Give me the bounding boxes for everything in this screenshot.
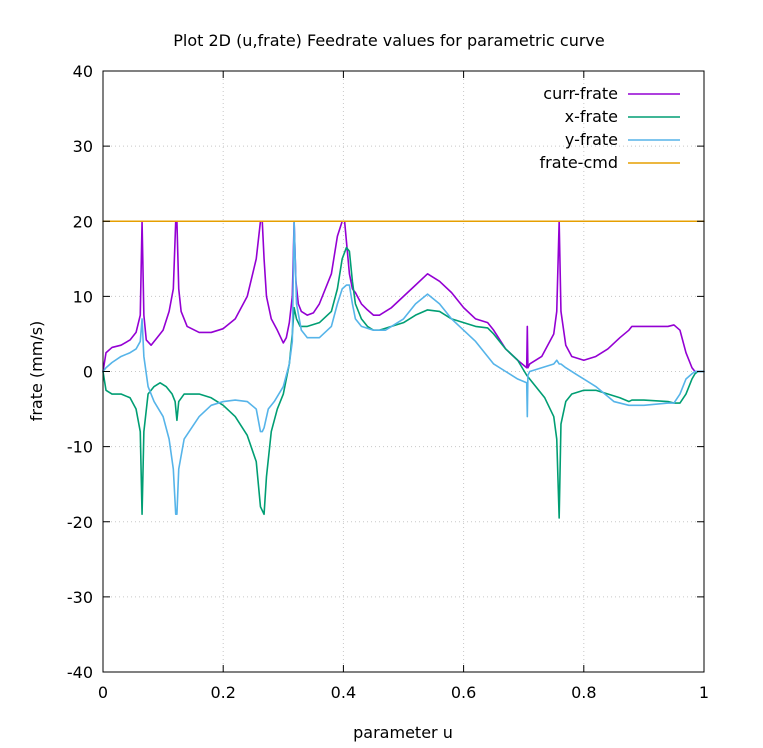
chart-title: Plot 2D (u,frate) Feedrate values for pa… <box>173 31 605 50</box>
series-line-curr-frate <box>102 220 705 373</box>
y-tick-label: 10 <box>73 287 93 306</box>
x-tick-label: 0.2 <box>210 683 235 702</box>
series-layer <box>102 220 705 519</box>
y-tick-label: 30 <box>73 137 93 156</box>
legend-label-x-frate: x-frate <box>565 107 618 126</box>
y-tick-label: -40 <box>67 663 93 682</box>
legend-label-frate-cmd: frate-cmd <box>540 153 618 172</box>
x-tick-label: 0 <box>98 683 108 702</box>
x-tick-label: 0.6 <box>451 683 476 702</box>
y-tick-label: 40 <box>73 62 93 81</box>
legend-label-y-frate: y-frate <box>565 130 618 149</box>
x-tick-label: 0.4 <box>331 683 356 702</box>
tick-layer: 0 0.2 0.4 0.6 0.8 1 40 30 20 10 0 -10 -20 -30 -40 <box>67 62 709 702</box>
y-tick-label: 20 <box>73 212 93 231</box>
y-tick-label: -20 <box>67 513 93 532</box>
x-tick-label: 0.8 <box>571 683 596 702</box>
y-tick-label: 0 <box>83 363 93 382</box>
x-axis-label: parameter u <box>353 723 453 742</box>
series-line-x-frate <box>102 246 705 519</box>
y-tick-label: -30 <box>67 588 93 607</box>
y-axis-label: frate (mm/s) <box>27 321 46 422</box>
legend: curr-frate x-frate y-frate frate-cmd <box>540 84 680 172</box>
x-tick-label: 1 <box>699 683 709 702</box>
series-line-y-frate <box>102 220 705 516</box>
y-tick-label: -10 <box>67 438 93 457</box>
legend-label-curr-frate: curr-frate <box>543 84 618 103</box>
